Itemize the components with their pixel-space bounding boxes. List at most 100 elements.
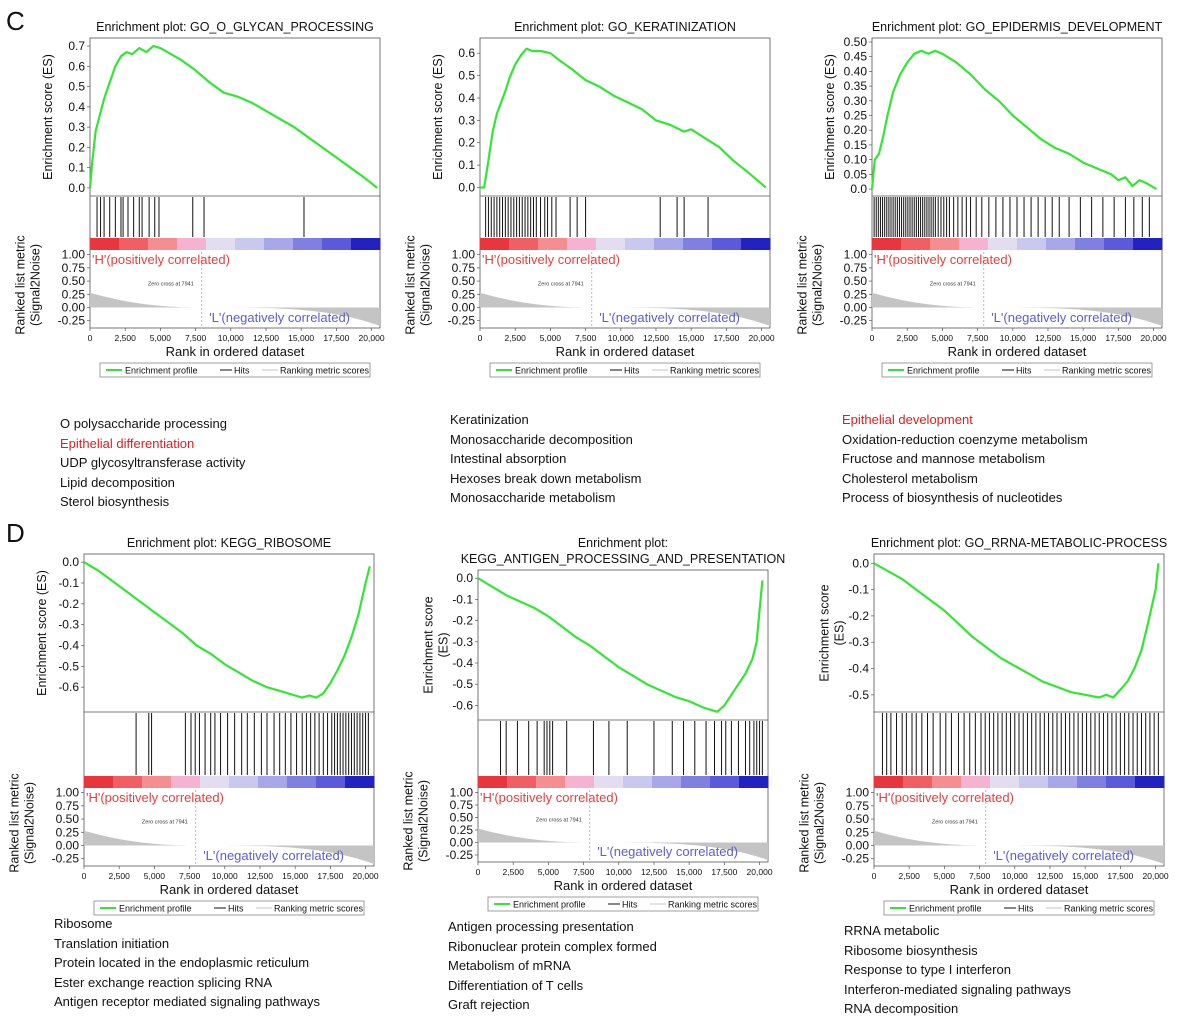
negative-correlation-label: 'L'(negatively correlated) [597, 844, 738, 859]
metric-ylabel: Ranked list metric (Signal2Noise) [404, 235, 433, 334]
x-tick-label: 17,500 [1105, 333, 1131, 343]
negative-correlation-label: 'L'(negatively correlated) [599, 310, 740, 325]
pathway-term: Ribosome biosynthesis [844, 942, 978, 958]
zero-cross-label: Zero cross at 7941 [932, 819, 978, 825]
metric-tick-label: 0.25 [844, 287, 868, 301]
enrichment-profile-line [477, 577, 764, 713]
metric-tick-label: 0.50 [56, 812, 80, 826]
ranking-heat-segment [345, 776, 375, 788]
gsea-panel: Enrichment plot: GO_O_GLYCAN_PROCESSING 0… [8, 16, 398, 386]
ranking-heat-segment [596, 238, 626, 250]
metric-tick-label: 0.00 [56, 839, 80, 853]
x-tick-label: 2,500 [109, 871, 131, 881]
es-ylabel: Enrichment score (ES) [823, 54, 837, 180]
es-ylabel: Enrichment score (ES) [422, 596, 451, 693]
x-tick-label: 10,000 [218, 333, 244, 343]
pathway-term: Ribonuclear protein complex formed [448, 938, 657, 954]
negative-correlation-label: 'L'(negatively correlated) [209, 310, 350, 325]
metric-ylabel-line: Ranked list metric [404, 235, 418, 334]
es-ylabel: Enrichment score (ES) [818, 584, 847, 681]
plot-frame [871, 37, 1163, 329]
zero-cross-label: Zero cross at 7941 [148, 281, 194, 287]
es-tick-label: 0.0 [458, 181, 475, 195]
metric-tick-label: 0.50 [62, 274, 86, 288]
x-tick-label: 12,500 [643, 333, 669, 343]
es-ylabel-line: Enrichment score (ES) [823, 54, 837, 180]
ranking-heat-segment [293, 238, 323, 250]
metric-tick-label: 1.00 [452, 248, 476, 262]
legend-box [883, 900, 1155, 916]
x-tick-label: 20,000 [1141, 333, 1167, 343]
x-axis-label: Rank in ordered dataset [948, 344, 1087, 359]
es-ylabel-line: Enrichment score (ES) [35, 570, 49, 696]
x-tick-label: 17,500 [713, 333, 739, 343]
pathway-terms-list: Keratinization Monosaccharide decompositi… [450, 410, 641, 508]
x-tick-label: 2,500 [115, 333, 137, 343]
es-ylabel: Enrichment score (ES) [41, 54, 55, 180]
es-tick-label: 0.4 [68, 100, 85, 114]
x-tick-label: 0 [82, 871, 87, 881]
metric-tick-label: 0.00 [452, 301, 476, 315]
es-ylabel: Enrichment score (ES) [35, 570, 49, 696]
legend-label: Ranking metric scores [280, 366, 370, 376]
ranking-metric-area [874, 830, 1164, 864]
ranking-heat-segment [90, 238, 120, 250]
plot-title: Enrichment plot: KEGG_RIBOSOME [127, 536, 331, 550]
ranking-heat-segment [1046, 238, 1076, 250]
pathway-term: Keratinization [450, 412, 529, 427]
metric-ylabel-line: (Signal2Noise) [417, 780, 431, 862]
metric-ylabel-line: Ranked list metric [796, 235, 810, 334]
x-tick-label: 7,500 [185, 333, 207, 343]
ranking-heat-segment [623, 776, 653, 788]
ranking-heat-segment [1048, 776, 1078, 788]
legend-box [487, 896, 759, 912]
x-tick-label: 7,500 [967, 333, 989, 343]
ranking-heat-segment [478, 776, 508, 788]
ranking-heat-segment [200, 776, 230, 788]
es-tick-label: 0.7 [68, 39, 85, 53]
ranking-heat-segment [932, 776, 962, 788]
ranking-heat-segment [322, 238, 352, 250]
gsea-panel: Enrichment plot: GO_KERATINIZATION 0.0 0.1… [400, 16, 790, 386]
metric-ylabel-line: Ranked list metric [402, 771, 416, 870]
es-ylabel-line: Enrichment score [422, 596, 436, 693]
enrichment-profile-line [480, 47, 767, 189]
metric-tick-label: 0.25 [452, 287, 476, 301]
ranking-heat-segment [565, 776, 595, 788]
ranking-heat-segment [1133, 238, 1163, 250]
metric-ylabel-line: Ranked list metric [8, 773, 22, 872]
es-tick-label: 0.0 [456, 571, 473, 585]
ranking-heat-segment [264, 238, 294, 250]
metric-ylabel-line: Ranked list metric [14, 235, 28, 334]
legend-label: Enrichment profile [515, 366, 588, 376]
es-tick-label: -0.5 [452, 677, 473, 691]
metric-tick-label: 0.50 [452, 274, 476, 288]
metric-tick-label: -0.25 [448, 314, 476, 328]
es-tick-label: -0.4 [452, 656, 473, 670]
es-tick-label: 0.5 [458, 69, 475, 83]
legend-label: Hits [622, 900, 638, 910]
x-tick-label: 17,500 [317, 871, 343, 881]
legend-label: Ranking metric scores [1062, 366, 1152, 376]
x-axis-label: Rank in ordered dataset [950, 882, 1089, 897]
x-tick-label: 5,000 [144, 871, 166, 881]
plot-title: Enrichment plot: GO_EPIDERMIS_DEVELOPMEN… [872, 20, 1163, 34]
ranking-metric-area [478, 828, 768, 860]
x-tick-label: 15,000 [678, 333, 704, 343]
metric-tick-label: 0.75 [844, 261, 868, 275]
pathway-terms-list: Ribosome Translation initiation Protein lo… [54, 914, 320, 1012]
plot-frame [477, 569, 769, 863]
x-tick-label: 10,000 [606, 867, 632, 877]
metric-tick-label: 0.50 [450, 811, 474, 825]
pathway-term: RNA decomposition [844, 1001, 959, 1016]
x-tick-label: 5,000 [150, 333, 172, 343]
x-tick-label: 12,500 [253, 333, 279, 343]
ranking-heat-segment [177, 238, 207, 250]
legend-label: Ranking metric scores [670, 366, 760, 376]
ranking-heat-segment [351, 238, 381, 250]
plot-frame [873, 553, 1165, 867]
section-letter-c: C [6, 6, 25, 36]
es-tick-label: -0.2 [58, 597, 79, 611]
es-tick-label: 0.3 [68, 120, 85, 134]
positive-correlation-label: 'H'(positively correlated) [876, 790, 1014, 805]
